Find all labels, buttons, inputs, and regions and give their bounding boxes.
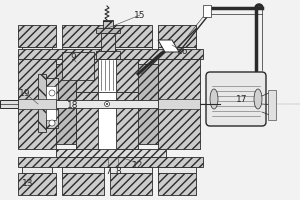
Bar <box>18 25 56 47</box>
Bar <box>18 59 56 149</box>
Bar <box>18 157 203 167</box>
FancyBboxPatch shape <box>206 72 266 126</box>
Text: 15: 15 <box>134 10 146 20</box>
Bar <box>22 165 52 173</box>
Bar <box>46 78 58 128</box>
Bar <box>116 92 138 149</box>
Bar <box>56 64 76 144</box>
Circle shape <box>104 102 110 106</box>
Bar <box>18 99 56 109</box>
Polygon shape <box>158 40 179 52</box>
Bar <box>46 86 56 120</box>
Text: 19: 19 <box>19 88 31 98</box>
Bar <box>22 47 52 55</box>
Bar <box>103 20 113 28</box>
Bar <box>62 25 104 47</box>
Bar <box>56 149 166 157</box>
Bar <box>158 167 196 173</box>
Circle shape <box>49 120 55 126</box>
Bar <box>0 100 18 108</box>
Text: 7: 7 <box>105 168 111 176</box>
Bar <box>268 90 276 120</box>
Bar <box>96 51 120 59</box>
Bar <box>158 59 200 149</box>
Bar <box>110 167 152 173</box>
Bar <box>96 28 120 33</box>
Text: 18: 18 <box>67 100 79 110</box>
Bar <box>18 173 56 195</box>
Bar <box>62 173 104 195</box>
Ellipse shape <box>210 89 218 109</box>
Text: 9: 9 <box>70 53 76 62</box>
Bar <box>110 173 152 195</box>
Text: 8: 8 <box>115 168 121 176</box>
Bar <box>76 59 98 92</box>
Bar <box>18 49 203 59</box>
Bar <box>62 52 94 80</box>
Bar <box>38 74 46 132</box>
Bar <box>101 33 115 51</box>
Bar <box>62 167 104 173</box>
Bar <box>136 64 158 144</box>
Bar <box>158 25 196 47</box>
Bar <box>98 92 116 149</box>
Bar <box>110 25 152 47</box>
Bar <box>76 59 136 149</box>
Bar <box>98 59 116 92</box>
Text: 12: 12 <box>132 160 144 170</box>
Circle shape <box>49 90 55 96</box>
Bar <box>203 5 211 17</box>
Ellipse shape <box>254 89 262 109</box>
Bar <box>110 47 152 53</box>
Bar <box>116 59 138 92</box>
Bar <box>56 100 158 108</box>
Bar <box>158 99 200 109</box>
Bar <box>158 47 196 53</box>
Text: 17: 17 <box>236 96 248 104</box>
Bar <box>76 92 98 149</box>
Text: 16: 16 <box>177 47 189 56</box>
Text: 13: 13 <box>22 178 34 188</box>
Bar <box>158 173 196 195</box>
Bar <box>62 47 104 53</box>
Bar <box>56 59 166 67</box>
Circle shape <box>106 103 108 105</box>
